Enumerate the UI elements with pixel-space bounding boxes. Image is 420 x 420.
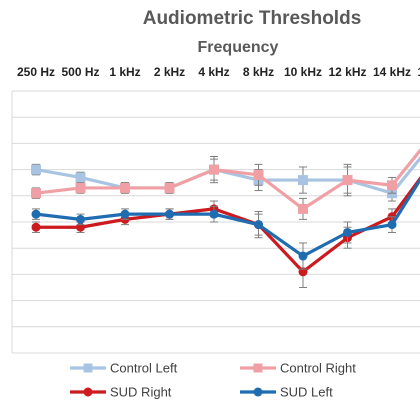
data-point bbox=[209, 209, 219, 219]
series-sud-left bbox=[31, 177, 420, 270]
legend-item: SUD Right bbox=[70, 385, 172, 400]
x-tick-label: 500 Hz bbox=[61, 65, 99, 79]
data-point bbox=[31, 164, 41, 175]
legend-swatch-marker bbox=[83, 387, 93, 397]
data-point bbox=[164, 182, 175, 193]
plot-grid bbox=[11, 90, 420, 354]
data-point bbox=[387, 220, 397, 230]
legend-label: SUD Left bbox=[280, 385, 333, 400]
series-line bbox=[35, 148, 420, 211]
data-point bbox=[75, 182, 86, 193]
data-point bbox=[31, 222, 41, 232]
x-tick-label: 16 kHz bbox=[417, 65, 420, 79]
x-tick-label: 4 kHz bbox=[198, 65, 229, 79]
data-point bbox=[342, 175, 353, 186]
x-tick-label: 1 kHz bbox=[109, 65, 140, 79]
x-tick-label: 12 kHz bbox=[328, 65, 366, 79]
legend-swatch-marker bbox=[253, 387, 263, 397]
data-point bbox=[253, 169, 264, 180]
legend-swatch-marker bbox=[253, 363, 263, 373]
chart-subtitle: Frequency bbox=[198, 39, 279, 56]
data-point bbox=[165, 209, 174, 219]
series-line bbox=[35, 156, 420, 195]
legend-item: Control Left bbox=[70, 361, 178, 376]
data-point bbox=[298, 251, 308, 261]
legend-item: SUD Left bbox=[240, 385, 333, 400]
legend-item: Control Right bbox=[240, 361, 356, 376]
chart-title: Audiometric Thresholds bbox=[143, 8, 362, 29]
data-point bbox=[120, 182, 130, 193]
legend: Control Left Control Right SUD Right SUD Le… bbox=[70, 361, 356, 400]
x-tick-label: 10 kHz bbox=[284, 65, 322, 79]
series-line bbox=[35, 177, 420, 258]
x-axis-tick-labels: 250 Hz 500 Hz 1 kHz 2 kHz 4 kHz 8 kHz 10 kHz 12… bbox=[17, 65, 420, 79]
legend-label: Control Right bbox=[280, 361, 356, 376]
legend-swatch-marker bbox=[83, 363, 93, 373]
data-point bbox=[75, 172, 86, 183]
x-tick-label: 250 Hz bbox=[17, 65, 55, 79]
legend-label: SUD Right bbox=[110, 385, 172, 400]
data-point bbox=[31, 209, 41, 219]
series-control-right bbox=[31, 148, 420, 220]
data-point bbox=[343, 227, 352, 237]
data-point bbox=[298, 175, 308, 186]
data-point bbox=[298, 203, 308, 214]
data-point bbox=[31, 188, 41, 199]
data-point bbox=[120, 209, 130, 219]
data-point bbox=[76, 214, 85, 224]
legend-label: Control Left bbox=[110, 361, 178, 376]
plot-series bbox=[31, 148, 420, 288]
x-tick-label: 8 kHz bbox=[243, 65, 274, 79]
x-tick-label: 14 kHz bbox=[373, 65, 411, 79]
x-tick-label: 2 kHz bbox=[154, 65, 185, 79]
data-point bbox=[209, 164, 219, 175]
data-point bbox=[254, 220, 263, 230]
data-point bbox=[387, 180, 397, 191]
